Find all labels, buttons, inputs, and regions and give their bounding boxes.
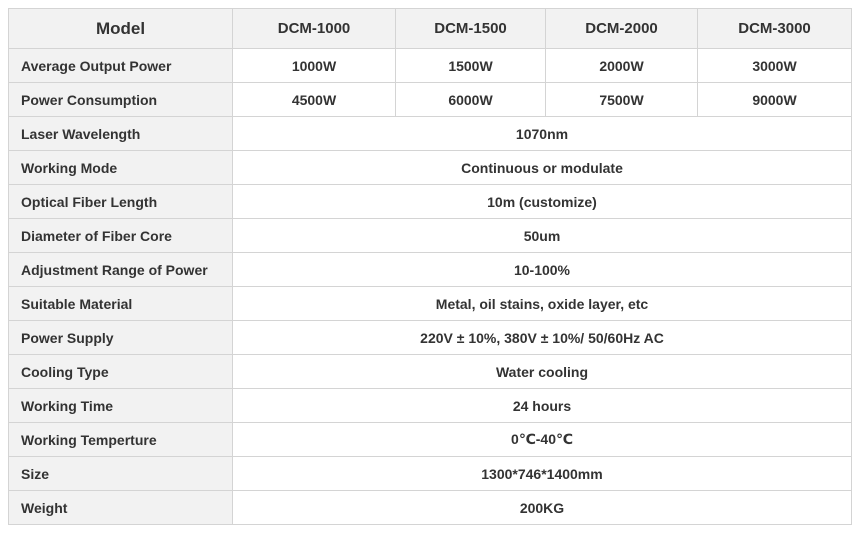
row-label: Cooling Type	[8, 354, 233, 389]
row: Working Temperture 0℃-40℃	[8, 422, 852, 457]
cell: 2000W	[545, 48, 698, 83]
row-label: Adjustment Range of Power	[8, 252, 233, 287]
cell: Continuous or modulate	[232, 150, 852, 185]
row: Cooling Type Water cooling	[8, 354, 852, 389]
row-label: Working Mode	[8, 150, 233, 185]
row-label: Diameter of Fiber Core	[8, 218, 233, 253]
cell: 1000W	[232, 48, 396, 83]
cell: 1300*746*1400mm	[232, 456, 852, 491]
row: Power Consumption 4500W 6000W 7500W 9000W	[8, 82, 852, 117]
cell: 200KG	[232, 490, 852, 525]
row: Power Supply 220V ± 10%, 380V ± 10%/ 50/6…	[8, 320, 852, 355]
row: Optical Fiber Length 10m (customize)	[8, 184, 852, 219]
cell: 4500W	[232, 82, 396, 117]
row-label: Power Supply	[8, 320, 233, 355]
row-label: Laser Wavelength	[8, 116, 233, 151]
spec-table: Model DCM-1000 DCM-1500 DCM-2000 DCM-3000 Ave…	[8, 8, 852, 525]
cell: 1070nm	[232, 116, 852, 151]
row: Suitable Material Metal, oil stains, oxid…	[8, 286, 852, 321]
cell: 220V ± 10%, 380V ± 10%/ 50/60Hz AC	[232, 320, 852, 355]
row: Diameter of Fiber Core 50um	[8, 218, 852, 253]
cell: 6000W	[395, 82, 546, 117]
row-label: Suitable Material	[8, 286, 233, 321]
cell: 24 hours	[232, 388, 852, 423]
cell: 10m (customize)	[232, 184, 852, 219]
cell: DCM-1500	[395, 8, 546, 49]
cell: 0℃-40℃	[232, 422, 852, 457]
cell: Metal, oil stains, oxide layer, etc	[232, 286, 852, 321]
cell: 9000W	[697, 82, 852, 117]
table-body: Model DCM-1000 DCM-1500 DCM-2000 DCM-3000 Ave…	[8, 8, 852, 525]
row-label: Model	[8, 8, 233, 49]
cell: DCM-3000	[697, 8, 852, 49]
cell: DCM-2000	[545, 8, 698, 49]
header-row: Model DCM-1000 DCM-1500 DCM-2000 DCM-3000	[8, 8, 852, 49]
row-label: Working Time	[8, 388, 233, 423]
cell: 7500W	[545, 82, 698, 117]
row: Laser Wavelength 1070nm	[8, 116, 852, 151]
row-label: Optical Fiber Length	[8, 184, 233, 219]
cell: DCM-1000	[232, 8, 396, 49]
cell: 50um	[232, 218, 852, 253]
row: Size 1300*746*1400mm	[8, 456, 852, 491]
row: Average Output Power 1000W 1500W 2000W 3000W	[8, 48, 852, 83]
row: Adjustment Range of Power 10-100%	[8, 252, 852, 287]
row-label: Size	[8, 456, 233, 491]
cell: 1500W	[395, 48, 546, 83]
row: Weight 200KG	[8, 490, 852, 525]
row-label: Working Temperture	[8, 422, 233, 457]
row: Working Time 24 hours	[8, 388, 852, 423]
row: Working Mode Continuous or modulate	[8, 150, 852, 185]
cell: 3000W	[697, 48, 852, 83]
row-label: Average Output Power	[8, 48, 233, 83]
cell: Water cooling	[232, 354, 852, 389]
cell: 10-100%	[232, 252, 852, 287]
row-label: Power Consumption	[8, 82, 233, 117]
row-label: Weight	[8, 490, 233, 525]
